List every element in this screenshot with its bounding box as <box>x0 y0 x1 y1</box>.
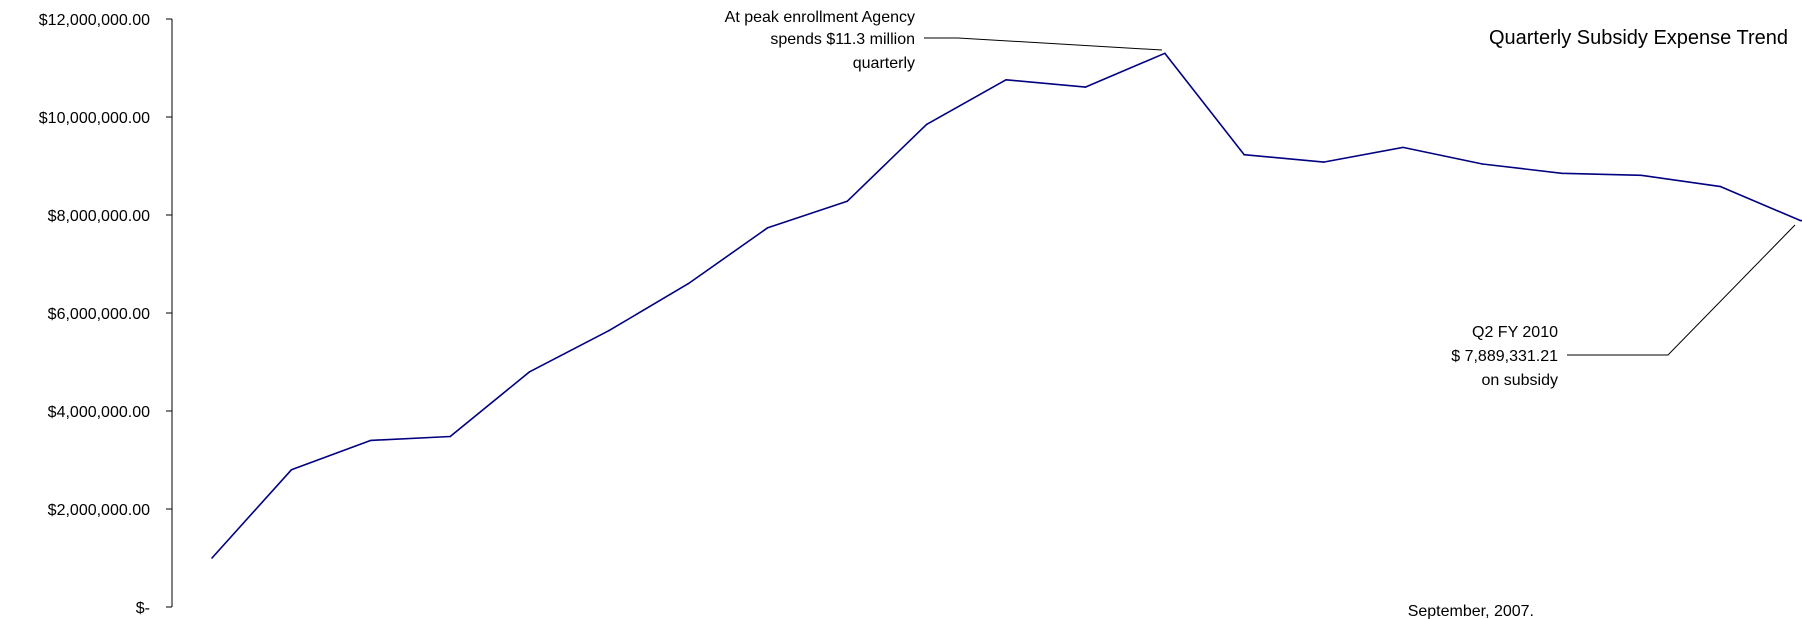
series-point <box>1005 79 1007 81</box>
y-tick-label: $2,000,000.00 <box>48 502 150 519</box>
series-point <box>1640 174 1642 177</box>
annotation-peak: At peak enrollment Agency spends $11.3 m… <box>725 9 1163 72</box>
annotation-peak-line-1: At peak enrollment Agency <box>725 9 915 26</box>
annotation-peak-leader <box>924 37 1163 51</box>
series-point <box>846 200 848 203</box>
y-tick-labels: $- $2,000,000.00 $4,000,000.00 $6,000,000.0… <box>39 12 150 617</box>
series-point <box>1084 86 1087 88</box>
y-tick-label: $6,000,000.00 <box>48 306 150 323</box>
y-tick-label: $10,000,000.00 <box>39 110 150 127</box>
series-point <box>290 469 293 471</box>
series-point <box>1402 146 1404 149</box>
series-point <box>925 123 928 126</box>
series-point <box>211 557 213 559</box>
series-point <box>528 371 531 373</box>
footnote: September, 2007. <box>1408 603 1534 619</box>
y-tick-label: $4,000,000.00 <box>48 404 150 421</box>
series-point <box>449 435 452 438</box>
y-tick-label: $12,000,000.00 <box>39 12 150 29</box>
series-point <box>1561 172 1563 175</box>
series-point <box>1719 185 1722 188</box>
annotation-q2: Q2 FY 2010 $ 7,889,331.21 on subsidy <box>1451 224 1796 389</box>
annotation-q2-line-2: $ 7,889,331.21 <box>1451 348 1558 365</box>
series-point <box>1322 161 1325 163</box>
chart-title: Quarterly Subsidy Expense Trend <box>1489 27 1788 49</box>
annotation-q2-leader <box>1567 224 1796 356</box>
series-point <box>608 329 610 332</box>
y-tick-label: $8,000,000.00 <box>48 208 150 225</box>
series-point <box>687 282 690 285</box>
y-tick-label: $- <box>136 600 150 617</box>
series-group <box>211 52 1802 559</box>
series-point <box>1799 219 1801 222</box>
annotation-q2-line-3: on subsidy <box>1482 372 1559 389</box>
series-line <box>211 52 1802 559</box>
series-point <box>370 439 372 442</box>
y-axis <box>166 18 173 608</box>
series-point <box>1481 163 1484 165</box>
series-point <box>1164 52 1166 55</box>
series-point <box>1243 153 1245 156</box>
annotation-peak-line-2: spends $11.3 million <box>770 31 915 48</box>
annotation-peak-line-3: quarterly <box>853 55 915 72</box>
series-point <box>767 226 769 229</box>
annotation-q2-line-1: Q2 FY 2010 <box>1472 324 1558 341</box>
